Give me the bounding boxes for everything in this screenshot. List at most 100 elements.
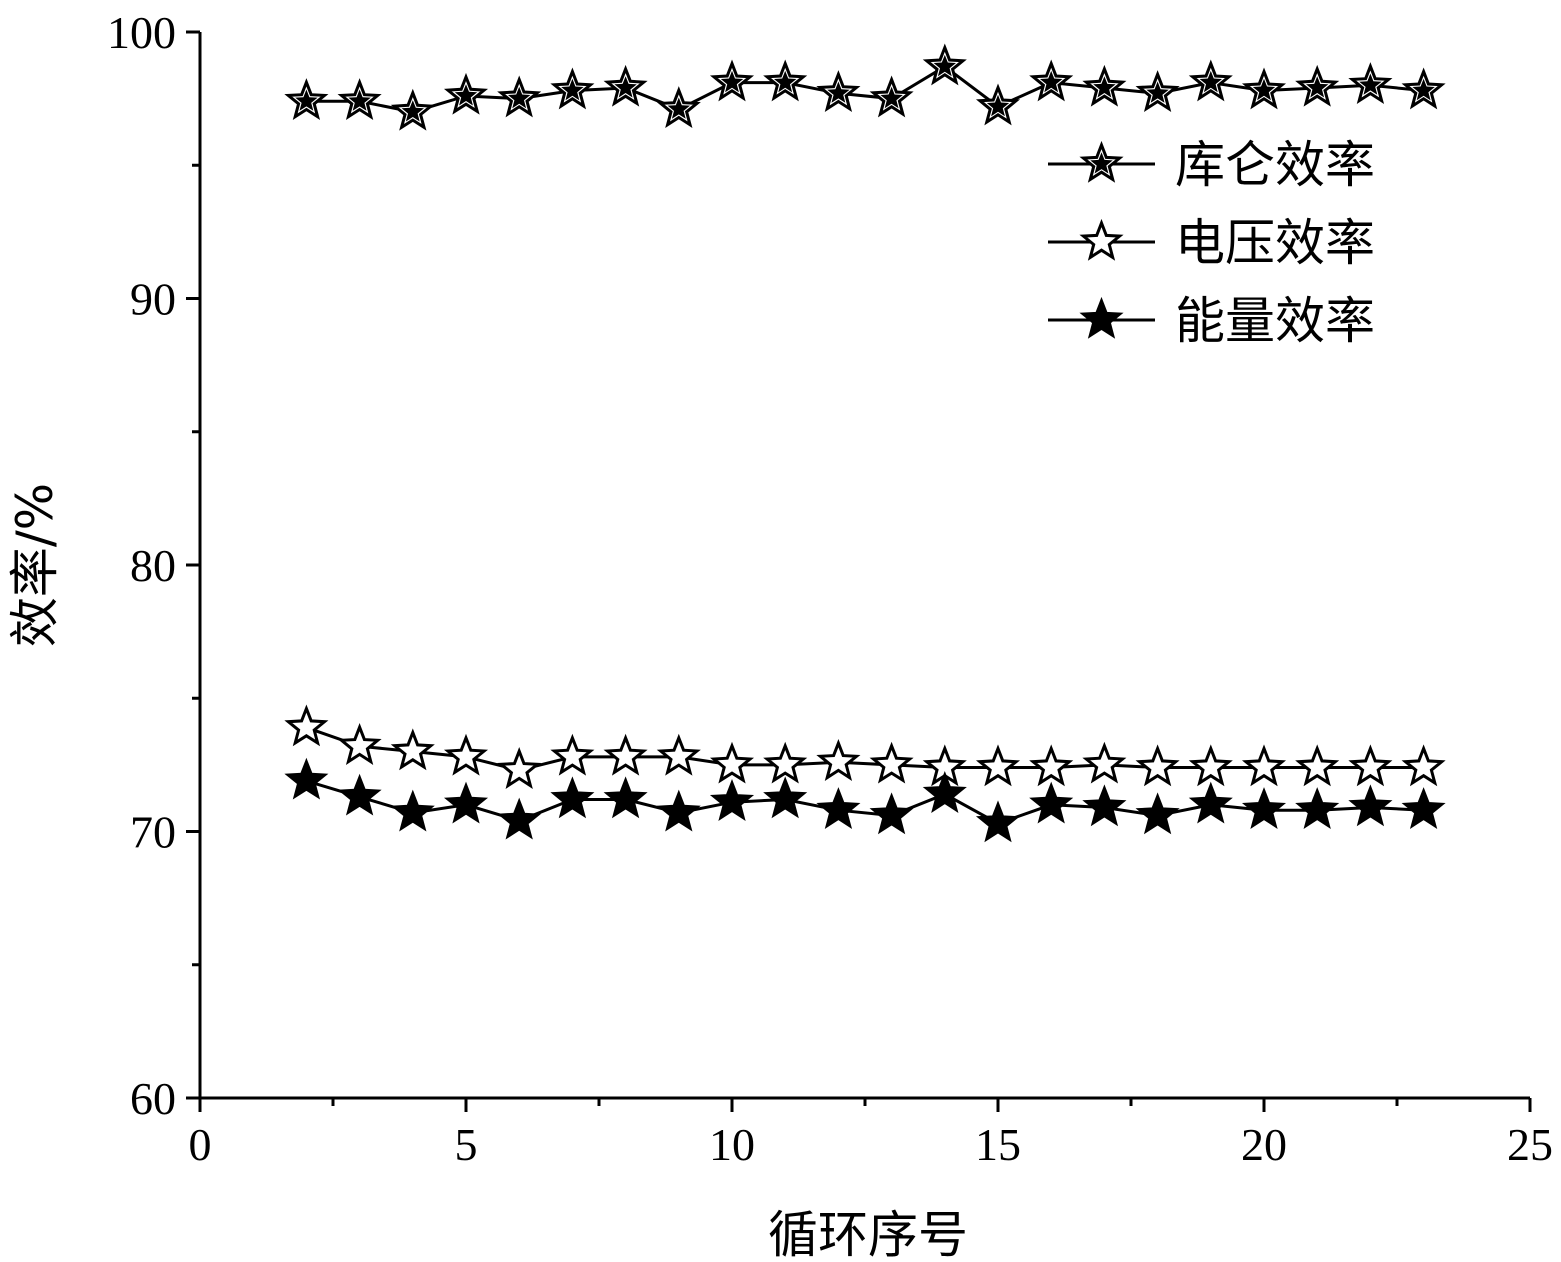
y-tick-label: 70 (130, 807, 176, 858)
data-point (603, 64, 648, 107)
data-point (550, 67, 595, 110)
star-inner (774, 70, 797, 93)
star-fill (656, 789, 701, 832)
x-tick-label: 20 (1241, 1119, 1287, 1170)
star-inner (1090, 152, 1113, 174)
data-point (337, 723, 382, 765)
data-point (390, 728, 435, 771)
data-point (816, 70, 861, 113)
data-point (443, 72, 489, 115)
star-fill (1348, 784, 1393, 827)
series-layer (284, 43, 1446, 843)
series-1 (284, 43, 1446, 131)
data-point (1135, 744, 1180, 787)
legend-marker (1079, 218, 1124, 261)
series-2 (284, 704, 1446, 789)
star-outline (1029, 744, 1074, 787)
star-inner (295, 89, 318, 111)
data-point (497, 797, 542, 840)
data-point (656, 733, 701, 776)
star-outline (1348, 744, 1393, 787)
data-point (709, 741, 755, 784)
star-inner (454, 84, 478, 106)
star-inner (401, 100, 424, 122)
data-point (603, 776, 648, 819)
star-fill (443, 781, 489, 824)
data-point (1188, 744, 1233, 787)
data-point (1029, 781, 1074, 824)
data-point (390, 789, 435, 832)
data-point (1241, 787, 1287, 829)
data-point (763, 776, 808, 819)
star-inner (561, 78, 584, 101)
star-fill (975, 800, 1021, 843)
data-point (975, 800, 1021, 843)
star-outline (443, 733, 489, 776)
star-outline (763, 741, 808, 784)
star-fill (1295, 787, 1340, 829)
data-point (603, 733, 648, 776)
data-point (284, 78, 329, 121)
data-point (1401, 67, 1446, 110)
data-point (1135, 70, 1180, 113)
legend-item-1: 库仑效率 (1048, 136, 1375, 194)
star-fill (922, 771, 967, 813)
data-point (1241, 67, 1287, 110)
star-inner (1040, 70, 1063, 93)
star-inner (614, 76, 637, 98)
legend-item-3: 能量效率 (1048, 292, 1375, 350)
star-outline (1079, 218, 1124, 261)
star-fill (390, 789, 435, 832)
star-outline (284, 704, 329, 747)
star-outline (816, 739, 861, 781)
data-point (709, 59, 755, 102)
data-point (1135, 792, 1180, 835)
star-fill (1188, 781, 1233, 824)
data-point (816, 787, 861, 829)
legend-label: 能量效率 (1175, 292, 1375, 350)
data-point (1401, 744, 1446, 787)
legend-label: 电压效率 (1175, 214, 1375, 272)
data-point (1082, 784, 1127, 827)
data-point (922, 771, 967, 813)
data-point (922, 43, 967, 86)
star-outline (1295, 744, 1340, 787)
data-point (1401, 787, 1446, 829)
x-axis-title: 循环序号 (768, 1206, 968, 1262)
data-point (337, 773, 382, 816)
star-fill (603, 776, 648, 819)
star-outline (550, 733, 595, 776)
data-point (1188, 59, 1233, 102)
star-inner (348, 89, 371, 111)
data-point (497, 747, 542, 789)
y-tick-label: 80 (130, 540, 176, 591)
data-point (284, 757, 329, 800)
series-line (305, 779, 1424, 826)
data-point (1029, 59, 1074, 102)
data-point (337, 78, 382, 121)
legend-marker (1079, 140, 1124, 183)
star-fill (497, 797, 542, 840)
data-point (709, 779, 755, 821)
star-fill (816, 787, 861, 829)
data-point (869, 792, 914, 835)
data-point (975, 744, 1021, 787)
star-outline (656, 733, 701, 776)
star-inner (880, 86, 903, 109)
data-point (869, 741, 914, 784)
star-inner (1359, 73, 1382, 95)
y-axis-title: 效率/% (6, 483, 64, 647)
data-point (763, 59, 808, 102)
x-tick-label: 10 (709, 1119, 755, 1170)
star-fill (1029, 781, 1074, 824)
star-outline (869, 741, 914, 784)
star-outline (1241, 744, 1287, 787)
star-inner (720, 70, 744, 93)
data-point (390, 88, 435, 131)
data-point (1295, 787, 1340, 829)
star-inner (1412, 78, 1435, 101)
data-point (1348, 62, 1393, 105)
data-point (1295, 64, 1340, 107)
data-point (656, 86, 701, 129)
